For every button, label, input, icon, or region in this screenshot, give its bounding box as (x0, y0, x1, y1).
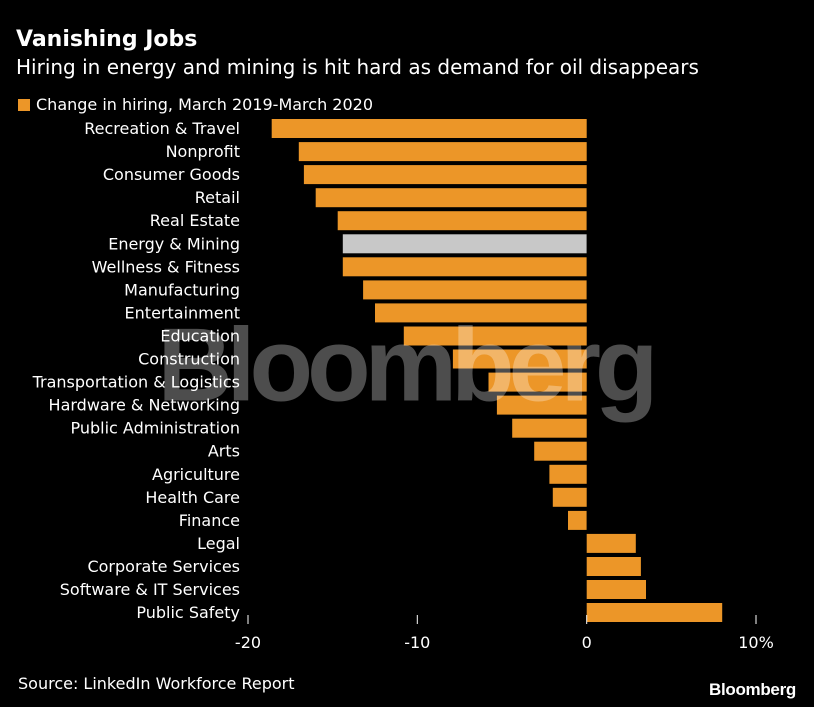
category-label-corporate-services: Corporate Services (87, 557, 240, 576)
chart-legend: Change in hiring, March 2019-March 2020 (18, 95, 373, 115)
category-label-retail: Retail (195, 188, 240, 207)
x-tick-label: -10 (404, 633, 430, 652)
x-tick-label: -20 (235, 633, 261, 652)
bar-retail (315, 188, 587, 208)
category-label-wellness-and-fitness: Wellness & Fitness (92, 257, 240, 276)
bar-entertainment (375, 303, 587, 323)
bloomberg-watermark: Bloomberg (158, 307, 653, 423)
x-tick-label: 0 (582, 633, 592, 652)
category-label-entertainment: Entertainment (125, 303, 240, 322)
chart-title: Vanishing Jobs (16, 27, 198, 52)
bar-public-safety (586, 603, 723, 622)
bar-education (403, 326, 587, 346)
legend-swatch (18, 99, 30, 111)
bar-corporate-services (586, 557, 641, 576)
category-label-arts: Arts (208, 442, 240, 461)
bar-manufacturing (363, 280, 587, 300)
category-label-manufacturing: Manufacturing (124, 280, 240, 299)
bloomberg-logo: Bloomberg (708, 680, 796, 699)
bar-finance (568, 510, 587, 530)
category-labels: Recreation & Travel Nonprofit Consumer Goo… (32, 119, 240, 622)
bar-construction (452, 349, 587, 369)
category-label-real-estate: Real Estate (150, 211, 240, 230)
category-label-consumer-goods: Consumer Goods (103, 165, 240, 184)
bar-arts (534, 441, 587, 461)
category-label-recreation-and-travel: Recreation & Travel (84, 119, 240, 138)
x-axis: -20 -10 0 10% (235, 615, 774, 652)
bar-recreation-and-travel (271, 119, 587, 138)
chart-subtitle: Hiring in energy and mining is hit hard … (16, 55, 699, 79)
bar-nonprofit (298, 142, 587, 162)
category-label-nonprofit: Nonprofit (166, 142, 240, 161)
legend-label: Change in hiring, March 2019-March 2020 (36, 95, 374, 114)
bar-hardware-and-networking (496, 395, 587, 415)
x-tick-label: 10% (738, 633, 774, 652)
category-label-health-care: Health Care (145, 488, 240, 507)
bar-health-care (552, 487, 587, 507)
bar-transportation-and-logistics (488, 372, 587, 392)
category-label-energy-and-mining: Energy & Mining (108, 234, 240, 253)
bar-energy-and-mining (342, 234, 587, 254)
bar-legal (586, 533, 636, 553)
category-label-software-and-it-services: Software & IT Services (60, 580, 240, 599)
bar-public-administration (512, 418, 587, 438)
bar-agriculture (549, 464, 587, 484)
bars-layer (271, 119, 723, 622)
category-label-public-safety: Public Safety (136, 603, 240, 622)
bar-consumer-goods (303, 165, 587, 185)
bar-real-estate (337, 211, 587, 231)
category-label-public-administration: Public Administration (70, 419, 240, 438)
source-note: Source: LinkedIn Workforce Report (18, 674, 295, 693)
category-label-education: Education (160, 327, 240, 346)
category-label-transportation-and-logistics: Transportation & Logistics (32, 373, 240, 392)
bar-software-and-it-services (586, 580, 646, 599)
category-label-agriculture: Agriculture (152, 465, 240, 484)
category-label-construction: Construction (138, 350, 240, 369)
bar-wellness-and-fitness (342, 257, 587, 277)
category-label-legal: Legal (197, 534, 240, 553)
category-label-hardware-and-networking: Hardware & Networking (49, 396, 240, 415)
category-label-finance: Finance (179, 511, 240, 530)
